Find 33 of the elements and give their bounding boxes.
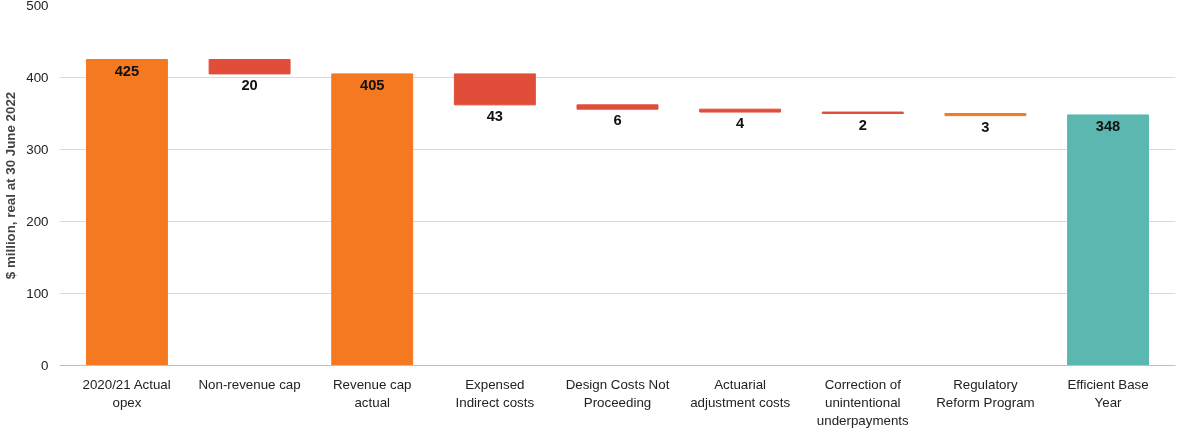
x-tick-label: Correction of unintentional underpayments <box>816 376 910 428</box>
x-tick-label: Expensed Indirect costs <box>455 376 535 410</box>
bar <box>453 73 536 106</box>
x-tick-label: Actuarial adjustment costs <box>690 376 791 410</box>
data-label: 425 <box>114 62 140 79</box>
x-tick-label: 2020/21 Actual opex <box>82 376 171 410</box>
data-label: 43 <box>486 107 504 124</box>
bar <box>699 108 782 113</box>
x-tick-label: Regulatory Reform Program <box>936 376 1035 410</box>
x-tick-label: Design Costs Not Proceeding <box>565 376 670 410</box>
bar <box>1067 114 1150 366</box>
data-label: 4 <box>736 115 746 132</box>
x-tick-label: Revenue cap actual <box>332 376 412 410</box>
data-label: 2 <box>858 116 867 133</box>
y-tick-label: 300 <box>26 142 49 157</box>
data-label: 3 <box>981 118 990 135</box>
data-label: 6 <box>613 112 622 129</box>
bar <box>85 59 168 366</box>
y-tick-label: 400 <box>26 70 49 85</box>
y-axis-title: $ million, real at 30 June 2022 <box>3 91 19 280</box>
bar <box>576 104 659 110</box>
x-tick-label: Non-revenue cap <box>198 376 301 392</box>
y-tick-label: 200 <box>26 214 49 229</box>
bar <box>208 59 291 75</box>
y-tick-label: 500 <box>26 0 49 13</box>
bar <box>331 73 414 366</box>
data-label: 348 <box>1095 117 1121 134</box>
x-tick-label: Efficient Base Year <box>1067 376 1149 410</box>
bar <box>944 113 1027 117</box>
y-tick-label: 0 <box>41 358 49 373</box>
y-tick-label: 100 <box>26 286 49 301</box>
data-label: 405 <box>360 76 385 93</box>
data-label: 20 <box>241 76 258 93</box>
